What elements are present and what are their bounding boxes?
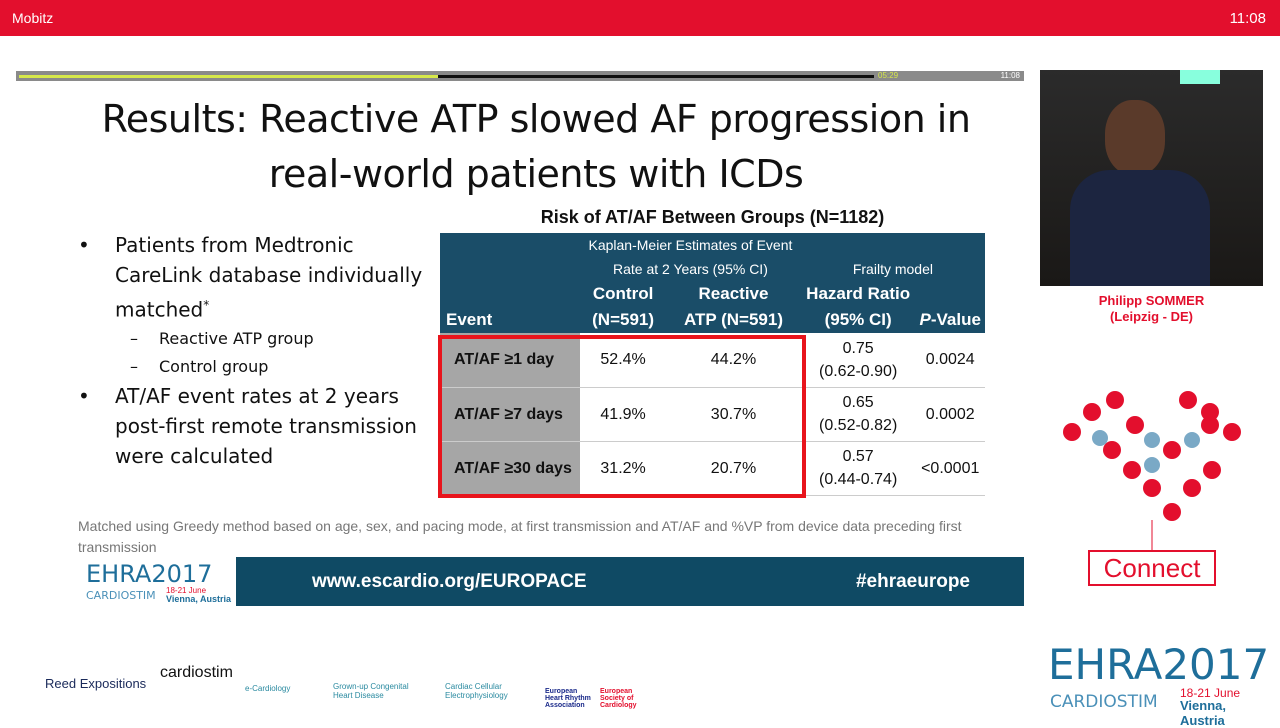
footer-band: www.escardio.org/EUROPACE #ehraeurope (236, 557, 1024, 606)
clock: 11:08 (1229, 10, 1266, 27)
sub-bullet: Reactive ATP group (78, 325, 438, 353)
highlight-box (438, 335, 806, 498)
event-cell: AT/AF ≥1 day (440, 333, 581, 388)
title-line: real-world patients with ICDs (268, 152, 804, 196)
slide-title: Results: Reactive ATP slowed AF progress… (16, 92, 1056, 202)
p-cell: 0.0002 (915, 387, 985, 442)
hr-cell: 0.65 (0.52-0.82) (800, 387, 916, 442)
sponsor-cardiostim: cardiostim (160, 664, 233, 681)
progress-fill (19, 75, 438, 78)
reactive-cell: 30.7% (666, 387, 801, 442)
p-cell: <0.0001 (915, 441, 985, 496)
p-cell: 0.0024 (915, 333, 985, 388)
bullet-list: Patients from Medtronic CareLink databas… (78, 230, 438, 471)
bullet: AT/AF event rates at 2 years post-first … (78, 381, 438, 471)
playback-progress-bar[interactable]: 05:29 11:08 (16, 71, 1024, 81)
heart-dots-logo (1063, 391, 1241, 550)
reactive-cell: 20.7% (666, 441, 801, 496)
app-name: Mobitz (12, 10, 54, 26)
ehra-slide-logo: EHRA2017 CARDIOSTIM 18-21 June Vienna, A… (78, 560, 236, 606)
table-row: AT/AF ≥30 days 31.2% 20.7% 0.57 (0.44-0.74) <… (440, 441, 985, 496)
reactive-cell: 44.2% (666, 333, 801, 388)
footnote: Matched using Greedy method based on age… (78, 518, 962, 555)
table-row: AT/AF ≥1 day 52.4% 44.2% 0.75 (0.62-0.90) 0.0… (440, 333, 985, 388)
duration: 11:08 (1000, 71, 1020, 80)
hr-cell: 0.57 (0.44-0.74) (800, 441, 916, 496)
slide: 05:29 11:08 Results: Reactive ATP slowed… (16, 70, 1024, 606)
title-bar: Mobitz 11:08 (0, 0, 1280, 36)
sponsor-cce: Cardiac Cellular Electrophysiology (445, 682, 508, 700)
hashtag: #ehraeurope (855, 571, 970, 592)
table-row: AT/AF ≥7 days 41.9% 30.7% 0.65 (0.52-0.82) 0.… (440, 387, 985, 442)
sponsor-esc: European Society of Cardiology (600, 688, 637, 709)
speaker-affiliation: (Leipzig - DE) (1109, 309, 1194, 324)
hr-cell: 0.75 (0.62-0.90) (800, 333, 916, 388)
speaker-video (1040, 70, 1263, 286)
control-cell: 52.4% (580, 333, 667, 388)
url-link[interactable]: www.escardio.org/EUROPACE (312, 571, 587, 592)
sponsor-ehra: European Heart Rhythm Association (545, 688, 591, 709)
results-table: Kaplan-Meier Estimates of Event Rate at … (440, 233, 985, 496)
bullet: Patients from Medtronic CareLink databas… (78, 230, 438, 325)
ehra-logo: EHRA2017 CARDIOSTIM 18-21 June Vienna, A… (1048, 640, 1270, 728)
sub-bullet: Control group (78, 353, 438, 381)
connect-button[interactable]: Connect (1088, 550, 1216, 586)
sponsor-reed: Reed Expositions (45, 676, 147, 691)
sponsor-ecardiology: e-Cardiology (245, 684, 291, 693)
sponsor-guch: Grown-up Congenital Heart Disease (333, 682, 409, 700)
title-line: Results: Reactive ATP slowed AF progress… (101, 97, 971, 141)
table-title: Risk of AT/AF Between Groups (N=1182) (540, 207, 885, 227)
control-cell: 41.9% (580, 387, 667, 442)
control-cell: 31.2% (580, 441, 667, 496)
elapsed-time: 05:29 (878, 71, 899, 80)
speaker-caption: Philipp SOMMER (Leipzig - DE) (1040, 293, 1263, 325)
speaker-name: Philipp SOMMER (1098, 293, 1205, 308)
event-cell: AT/AF ≥7 days (440, 387, 581, 442)
